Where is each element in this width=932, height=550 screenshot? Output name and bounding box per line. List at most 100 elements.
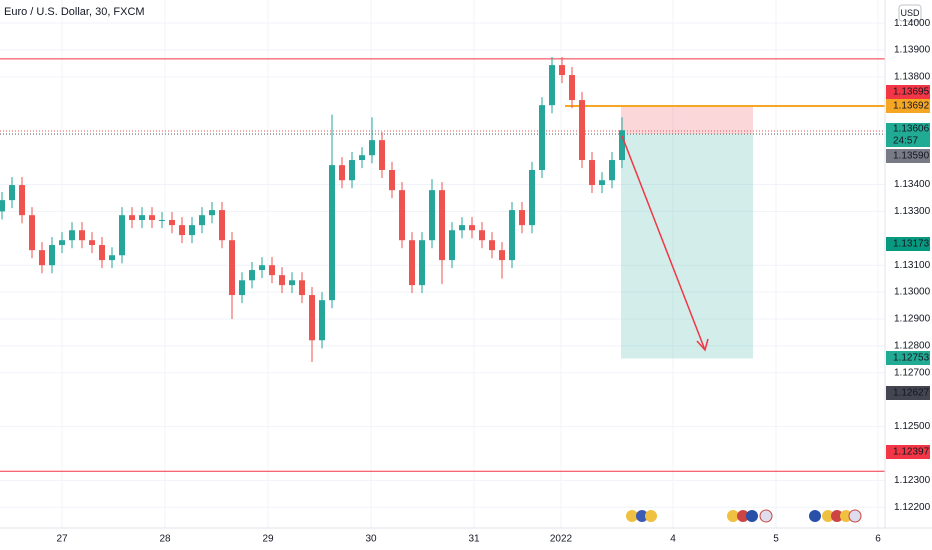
y-tick-label: 1.12500: [894, 421, 931, 432]
candle-body: [399, 190, 405, 241]
chart-title: Euro / U.S. Dollar, 30, FXCM: [4, 6, 145, 18]
candle-body: [99, 245, 105, 261]
arrow-head: [696, 338, 709, 352]
price-tag: [886, 386, 930, 400]
plot-area: [0, 0, 885, 528]
price-tag: [886, 149, 930, 163]
price-tag: [886, 85, 930, 99]
candle-body: [189, 225, 195, 236]
event-icon: [831, 510, 843, 522]
candle-body: [559, 65, 565, 76]
candle-body: [149, 215, 155, 221]
y-tick-label: 1.13400: [894, 179, 931, 190]
candle-body: [459, 225, 465, 231]
candle-body: [439, 190, 445, 261]
event-icon: [848, 509, 862, 523]
candle-body: [549, 65, 555, 106]
price-tag-label: 1.13173: [893, 239, 930, 250]
x-tick-label: 30: [365, 534, 377, 545]
candle-body: [469, 225, 475, 231]
candle-body: [269, 265, 275, 276]
candle-body: [79, 230, 85, 241]
candle-body: [569, 75, 575, 101]
candle-body: [49, 245, 55, 266]
y-tick-label: 1.13800: [894, 72, 931, 83]
price-tag-label: 1.12627: [893, 388, 930, 399]
y-tick-label: 1.12900: [894, 314, 931, 325]
candle-body: [39, 250, 45, 266]
event-icons: [626, 509, 862, 523]
candle-body: [109, 255, 115, 261]
candle-body: [509, 210, 515, 261]
event-icon: [645, 510, 657, 522]
candle-body: [279, 275, 285, 286]
x-tick-label: 27: [56, 534, 68, 545]
candle-body: [489, 240, 495, 251]
event-icon: [626, 510, 638, 522]
candle-body: [89, 240, 95, 246]
price-tag-label: 24:57: [893, 136, 918, 147]
candle-body: [539, 105, 545, 170]
price-tag-label: 1.12753: [893, 353, 930, 364]
candle-body: [119, 215, 125, 256]
candle-body: [129, 215, 135, 221]
candle-body: [339, 165, 345, 181]
price-tag-label: 1.13692: [893, 101, 930, 112]
price-tag: [886, 351, 930, 365]
event-icon: [759, 509, 773, 523]
candle-body: [379, 140, 385, 170]
candle-body: [389, 169, 395, 191]
candle-body: [519, 210, 525, 226]
candle-body: [9, 185, 15, 201]
candle-body: [529, 169, 535, 226]
y-tick-label: 1.12200: [894, 502, 931, 513]
price-tag: [886, 99, 930, 113]
event-icon: [840, 510, 852, 522]
arrow: [621, 135, 706, 351]
candle-body: [229, 240, 235, 296]
candle-body: [599, 180, 605, 186]
candle-body: [19, 185, 25, 216]
price-tag-label: 1.13590: [893, 151, 930, 162]
currency-label[interactable]: USD: [900, 8, 920, 18]
currency-button[interactable]: [898, 4, 922, 22]
price-tag: [886, 123, 930, 135]
candle-body: [0, 200, 5, 212]
x-tick-label: 5: [773, 534, 779, 545]
candle-body: [219, 210, 225, 241]
y-tick-label: 1.12300: [894, 475, 931, 486]
candle-body: [199, 215, 205, 226]
candle-body: [499, 250, 505, 261]
candle-body: [359, 155, 365, 161]
candle-body: [329, 165, 335, 301]
candle-body: [29, 215, 35, 251]
x-tick-label: 29: [262, 534, 274, 545]
candle-body: [239, 280, 245, 296]
candle-body: [159, 220, 165, 222]
candle-body: [429, 190, 435, 241]
price-tag-label: 1.13606: [893, 124, 930, 135]
y-tick-label: 1.13100: [894, 260, 931, 271]
candle-body: [619, 130, 625, 161]
candle-body: [249, 270, 255, 281]
candle-body: [179, 225, 185, 236]
y-tick-label: 1.13300: [894, 206, 931, 217]
candle-body: [419, 240, 425, 286]
price-tag: [886, 237, 930, 251]
candle-body: [289, 280, 295, 286]
candle-body: [309, 295, 315, 341]
price-tag: [886, 445, 930, 459]
event-icon: [727, 510, 739, 522]
candle-body: [59, 240, 65, 246]
candle-body: [589, 160, 595, 186]
candle-body: [409, 240, 415, 286]
candle-body: [259, 265, 265, 271]
target-zone: [621, 133, 753, 359]
y-tick-label: 1.12700: [894, 367, 931, 378]
candle-body: [369, 140, 375, 156]
candle-body: [319, 300, 325, 341]
price-tag-label: 1.12397: [893, 447, 930, 458]
candle-body: [479, 230, 485, 241]
